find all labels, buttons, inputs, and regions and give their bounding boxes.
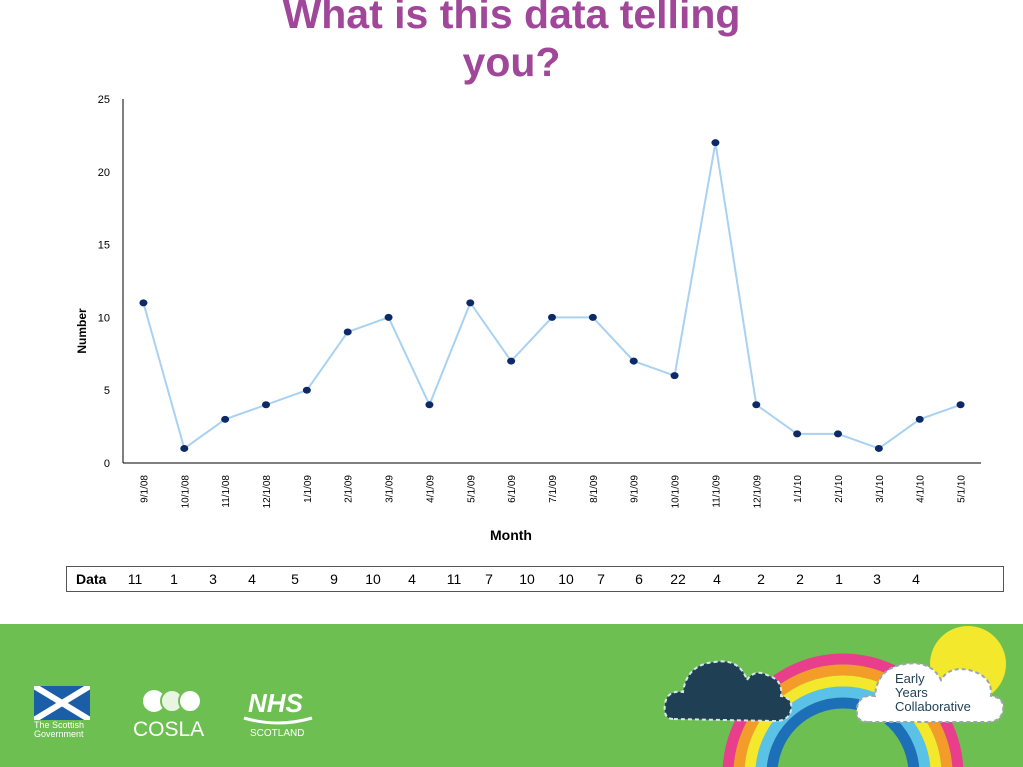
dark-cloud-icon [663, 660, 793, 723]
x-tick-label: 12/1/09 [752, 475, 763, 509]
nhs-text: NHS [248, 688, 303, 718]
data-table-value: 4 [713, 571, 721, 587]
chart-axes [122, 99, 981, 464]
data-table-value: 10 [558, 571, 574, 587]
x-tick-label: 10/1/08 [180, 475, 191, 509]
data-table-value: 2 [757, 571, 765, 587]
x-tick-label: 7/1/09 [548, 475, 559, 503]
data-point [915, 415, 924, 423]
data-point [874, 444, 883, 452]
x-tick-label: 9/1/08 [139, 475, 150, 503]
data-point [262, 401, 270, 409]
data-table-value: 7 [485, 571, 493, 587]
data-table-value: 22 [670, 571, 686, 587]
data-table-value: 7 [597, 571, 605, 587]
data-point [180, 444, 189, 452]
data-point [221, 415, 230, 423]
slide-title: What is this data telling you? [0, 0, 1023, 86]
data-table-value: 3 [873, 571, 881, 587]
y-axis-label: Number [75, 308, 89, 354]
y-tick-label: 15 [98, 240, 110, 252]
early-years-collaborative-graphic: Early Years Collaborative [663, 626, 1006, 767]
data-table-value: 5 [291, 571, 299, 587]
footer-banner: The Scottish Government COSLA NHS SCOTLA… [0, 624, 1023, 767]
data-point [384, 313, 393, 321]
data-table-value: 10 [519, 571, 535, 587]
data-table-value: 3 [209, 571, 217, 587]
y-tick-label: 5 [104, 385, 110, 397]
x-tick-label: 3/1/09 [385, 475, 396, 503]
x-tick-label: 11/1/09 [711, 475, 722, 508]
x-tick-label: 11/1/08 [221, 475, 232, 508]
x-tick-label: 4/1/10 [916, 475, 927, 503]
eyc-line-1: Early [895, 671, 925, 686]
cosla-logo: COSLA [130, 688, 210, 744]
data-point [629, 357, 638, 365]
x-tick-labels: 9/1/08 10/1/08 11/1/08 12/1/08 1/1/09 2/1/09 3… [139, 475, 967, 509]
x-tick-label: 9/1/09 [630, 475, 641, 503]
data-point [302, 386, 311, 394]
scottish-government-logo: The Scottish Government [32, 683, 92, 740]
title-line-2: you? [462, 39, 561, 85]
data-point [670, 372, 679, 380]
data-point [507, 357, 516, 365]
data-point [466, 299, 475, 307]
data-table-value: 2 [796, 571, 804, 587]
nhs-scotland-text: SCOTLAND [250, 728, 305, 739]
data-table: Data 11 1 3 4 5 9 10 4 11 7 10 10 7 6 22 4 2 2 1 3 4 [66, 566, 1004, 592]
y-tick-label: 20 [98, 167, 110, 179]
data-point [834, 430, 842, 438]
data-table-value: 11 [127, 571, 143, 587]
data-point [588, 313, 597, 321]
nhs-scotland-logo: NHS SCOTLAND [242, 688, 316, 744]
data-point [548, 313, 556, 321]
data-table-value: 9 [330, 571, 338, 587]
data-table-value: 4 [408, 571, 416, 587]
saltire-flag-icon [32, 683, 92, 723]
cosla-text: COSLA [133, 718, 205, 741]
y-tick-labels: 0 5 10 15 20 25 [98, 94, 110, 470]
x-tick-label: 2/1/09 [344, 475, 355, 503]
x-tick-label: 10/1/09 [671, 475, 682, 509]
data-point [956, 401, 965, 409]
nhs-swoosh-icon [243, 716, 313, 725]
x-tick-label: 2/1/10 [834, 475, 845, 503]
white-cloud-icon [855, 662, 1005, 723]
data-point [793, 430, 802, 438]
eyc-line-2: Years [895, 685, 928, 700]
x-tick-label: 3/1/10 [875, 475, 886, 503]
scottish-gov-line-2: Government [34, 729, 84, 739]
title-line-1: What is this data telling [282, 0, 741, 37]
x-axis-label: Month [490, 527, 532, 543]
x-tick-label: 1/1/09 [303, 475, 314, 503]
x-tick-label: 5/1/10 [957, 475, 968, 503]
eyc-line-3: Collaborative [895, 699, 971, 714]
x-tick-label: 8/1/09 [589, 475, 600, 503]
x-tick-label: 4/1/09 [425, 475, 436, 503]
x-tick-label: 12/1/08 [262, 475, 273, 509]
y-tick-label: 0 [104, 458, 110, 470]
data-point [711, 139, 720, 147]
data-table-value: 1 [835, 571, 843, 587]
data-table-label: Data [76, 571, 107, 587]
data-table-value: 4 [248, 571, 256, 587]
line-chart: 0 5 10 15 20 25 9/1/08 10/1/08 11/1/08 12/1/08 1/… [75, 94, 981, 543]
series-points [139, 139, 965, 452]
y-tick-label: 10 [98, 312, 110, 324]
scottish-gov-line-1: The Scottish [34, 720, 85, 730]
x-tick-label: 1/1/10 [793, 475, 804, 503]
data-table-value: 6 [635, 571, 643, 587]
data-table-value: 4 [912, 571, 920, 587]
cosla-circles-icon [143, 689, 202, 713]
data-point [425, 401, 434, 409]
y-tick-label: 25 [98, 94, 110, 106]
data-table-value: 10 [365, 571, 381, 587]
data-point [139, 299, 148, 307]
data-table-value: 11 [446, 571, 462, 587]
x-tick-label: 5/1/09 [466, 475, 477, 503]
data-point [343, 328, 352, 336]
data-point [752, 401, 761, 409]
x-tick-label: 6/1/09 [507, 475, 518, 503]
data-table-value: 1 [170, 571, 178, 587]
